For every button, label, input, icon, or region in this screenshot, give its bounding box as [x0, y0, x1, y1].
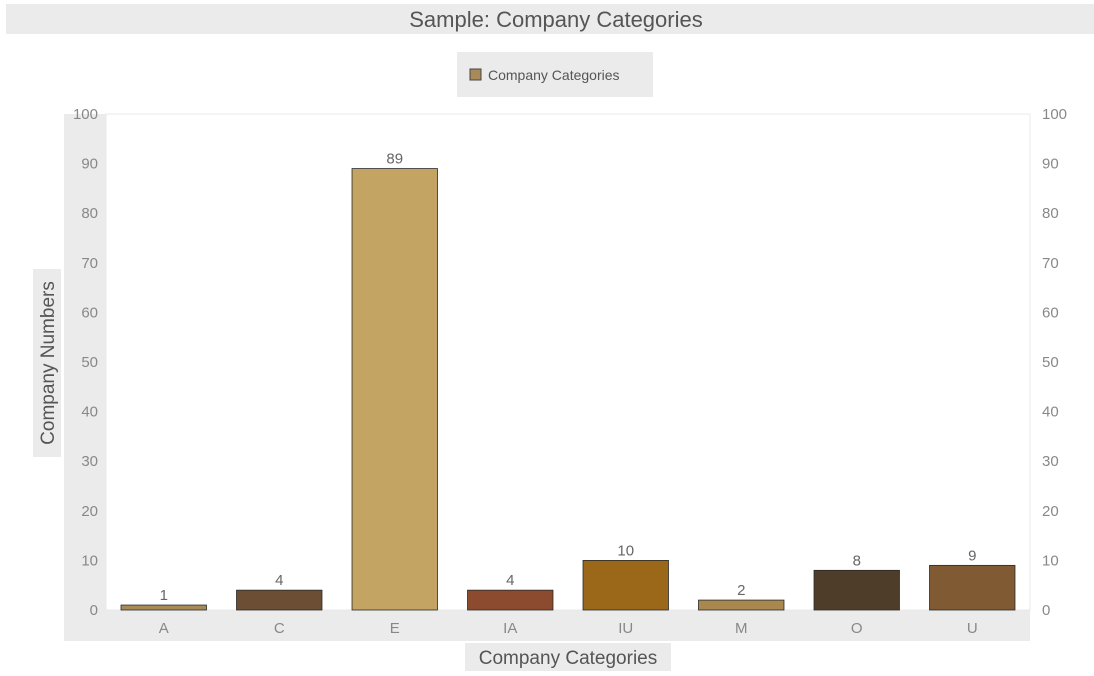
y-tick-label-left: 20: [81, 503, 98, 520]
x-tick-label-a: A: [159, 620, 169, 637]
legend-swatch: [469, 68, 482, 81]
y-tick-label-right: 10: [1042, 552, 1059, 569]
y-tick-label-left: 30: [81, 453, 98, 470]
y-axis-label: Company Numbers: [38, 281, 59, 445]
bar-ia: [467, 589, 554, 611]
data-label-u: 9: [968, 547, 976, 564]
y-tick-label-left: 60: [81, 304, 98, 321]
x-tick-label-c: C: [274, 620, 285, 637]
y-tick-label-right: 30: [1042, 453, 1059, 470]
y-tick-label-right: 60: [1042, 304, 1059, 321]
y-tick-label-right: 40: [1042, 404, 1059, 421]
data-label-ia: 4: [506, 572, 514, 589]
y-tick-label-left: 50: [81, 354, 98, 371]
y-tick-label-right: 100: [1042, 106, 1067, 123]
y-tick-label-left: 70: [81, 255, 98, 272]
y-tick-label-left: 80: [81, 205, 98, 222]
y-tick-label-right: 80: [1042, 205, 1059, 222]
data-label-c: 4: [275, 572, 283, 589]
plot-area: [105, 113, 1031, 611]
bar-e: [351, 168, 438, 611]
x-tick-label-u: U: [967, 620, 978, 637]
y-axis-right: 0 10 20 30 40 50 60 70 80 90 100: [1042, 106, 1067, 619]
data-label-e: 89: [386, 151, 403, 168]
title-band: [6, 4, 1094, 34]
y-tick-label-right: 90: [1042, 156, 1059, 173]
y-tick-label-right: 20: [1042, 503, 1059, 520]
legend-box: [457, 52, 653, 97]
y-tick-label-right: 0: [1042, 602, 1050, 619]
ylabel-band: [33, 269, 61, 457]
data-label-o: 8: [853, 552, 861, 569]
data-label-iu: 10: [617, 542, 634, 559]
bar-iu: [582, 560, 669, 611]
y-tick-label-right: 50: [1042, 354, 1059, 371]
y-tick-label-left: 40: [81, 404, 98, 421]
xlabel-band: [465, 643, 671, 671]
bar-c: [236, 589, 323, 611]
data-label-a: 1: [160, 587, 168, 604]
y-axis-left: 0 10 20 30 40 50 60 70 80 90 100: [73, 106, 98, 619]
bar-m: [698, 599, 785, 611]
data-label-m: 2: [737, 582, 745, 599]
chart-title: Sample: Company Categories: [409, 7, 702, 32]
x-tick-label-iu: IU: [618, 620, 633, 637]
bar-series: [120, 168, 1016, 611]
x-tick-label-e: E: [390, 620, 400, 637]
x-axis: A C E IA IU M O U: [159, 620, 978, 637]
y-tick-label-left: 10: [81, 552, 98, 569]
x-tick-label-m: M: [735, 620, 748, 637]
bar-u: [929, 564, 1016, 611]
bar-a: [120, 604, 207, 611]
x-tick-label-ia: IA: [503, 620, 517, 637]
x-tick-label-o: O: [851, 620, 863, 637]
bar-o: [813, 569, 900, 611]
y-tick-label-left: 90: [81, 156, 98, 173]
left-axis-band: [64, 114, 106, 641]
bottom-axis-band: [64, 610, 1030, 641]
y-tick-label-left: 0: [90, 602, 98, 619]
y-tick-label-right: 70: [1042, 255, 1059, 272]
x-axis-label: Company Categories: [479, 648, 657, 669]
legend-label: Company Categories: [488, 67, 620, 83]
y-tick-label-left: 100: [73, 106, 98, 123]
